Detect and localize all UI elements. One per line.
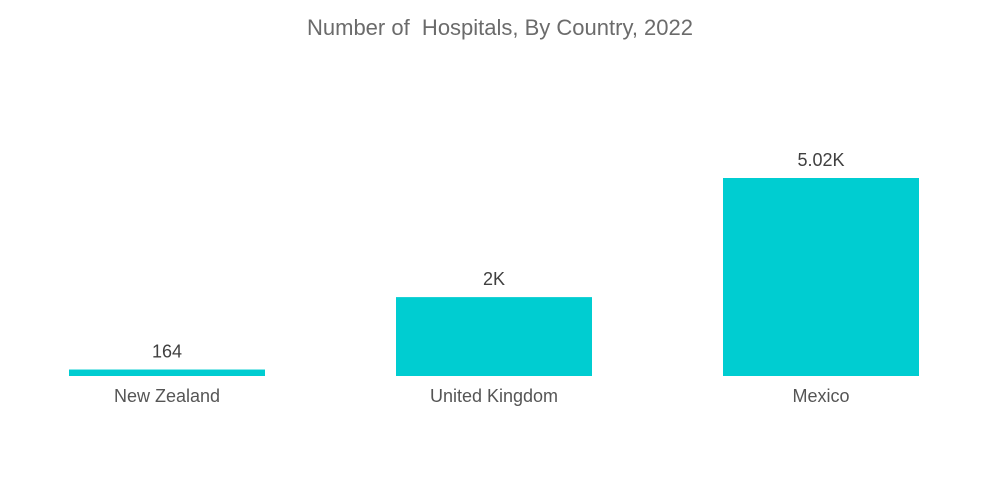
bar-united-kingdom: [396, 297, 592, 376]
category-label: New Zealand: [114, 386, 220, 406]
value-label: 5.02K: [797, 150, 844, 170]
value-label: 164: [152, 342, 182, 362]
chart-title: Number of Hospitals, By Country, 2022: [307, 15, 693, 40]
value-label: 2K: [483, 269, 505, 289]
category-label: Mexico: [792, 386, 849, 406]
bar-new-zealand: [69, 369, 265, 376]
bar-mexico: [723, 178, 919, 376]
category-label: United Kingdom: [430, 386, 558, 406]
